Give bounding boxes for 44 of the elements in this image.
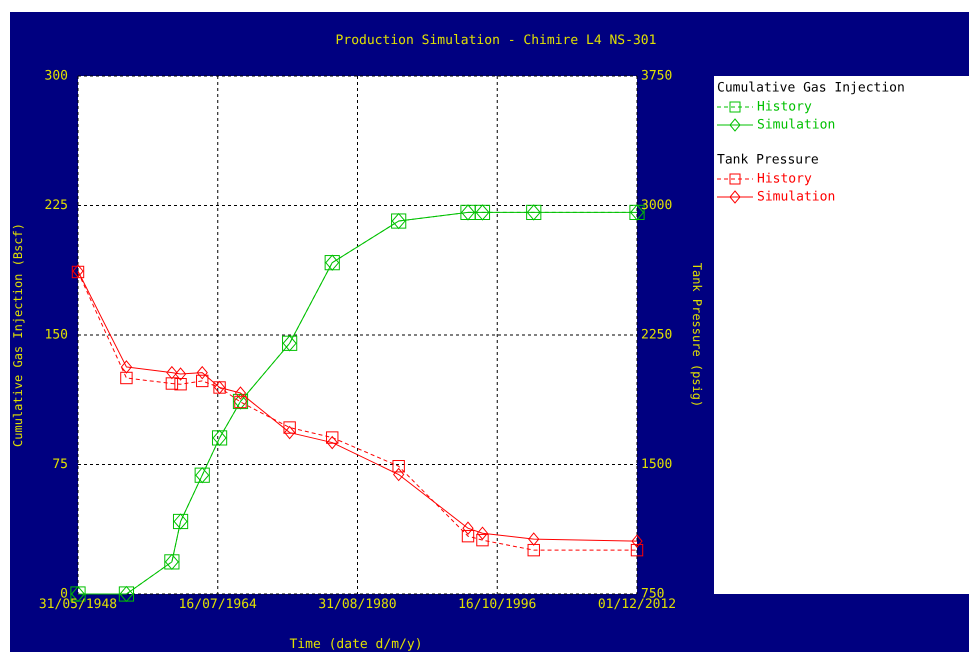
- point: [392, 460, 405, 472]
- point: [120, 360, 132, 374]
- x-tick-label: 16/10/1996: [458, 597, 536, 612]
- point: [234, 386, 246, 400]
- point: [528, 544, 540, 556]
- y2-tick-label: 2250: [641, 328, 672, 343]
- y2-axis-title: Tank Pressure (psig): [690, 262, 704, 408]
- point: [196, 366, 208, 380]
- point: [174, 378, 187, 390]
- x-tick-label: 16/07/1964: [178, 597, 258, 612]
- x-axis-title: Time (date d/m/y): [289, 637, 423, 652]
- y-tick-label: 300: [44, 68, 68, 84]
- point: [120, 372, 133, 384]
- text: Tank Pressure: [717, 152, 819, 168]
- y2-tick-label: 1500: [641, 457, 672, 472]
- y2-tick-label: 3750: [641, 68, 672, 84]
- point: [393, 468, 404, 482]
- legend-label: Simulation: [757, 190, 836, 205]
- y-tick-label: 225: [44, 198, 68, 214]
- x-tick-label: 31/08/1980: [318, 597, 397, 612]
- point: [175, 368, 186, 381]
- point: [476, 534, 489, 546]
- legend-label: History: [757, 172, 812, 187]
- point: [284, 426, 296, 440]
- y-axis-title: Cumulative Gas Injection (Bscf): [11, 223, 25, 447]
- point: [462, 530, 474, 542]
- y-tick-label: 150: [44, 328, 68, 343]
- legend-label: History: [757, 100, 812, 115]
- text: Cumulative Gas Injection: [717, 80, 905, 96]
- point: [326, 431, 338, 444]
- y-tick-label: 75: [52, 457, 68, 472]
- legend-label: Simulation: [757, 118, 836, 133]
- chart-title: Production Simulation - Chimire L4 NS-301: [336, 33, 656, 48]
- point: [166, 366, 178, 380]
- point: [196, 374, 208, 388]
- point: [528, 532, 540, 546]
- point: [476, 526, 488, 540]
- point: [283, 421, 296, 434]
- y2-tick-label: 3000: [641, 198, 672, 214]
- point: [630, 544, 644, 556]
- point: [166, 377, 178, 390]
- point: [462, 522, 474, 535]
- point: [326, 436, 338, 450]
- point: [632, 534, 642, 548]
